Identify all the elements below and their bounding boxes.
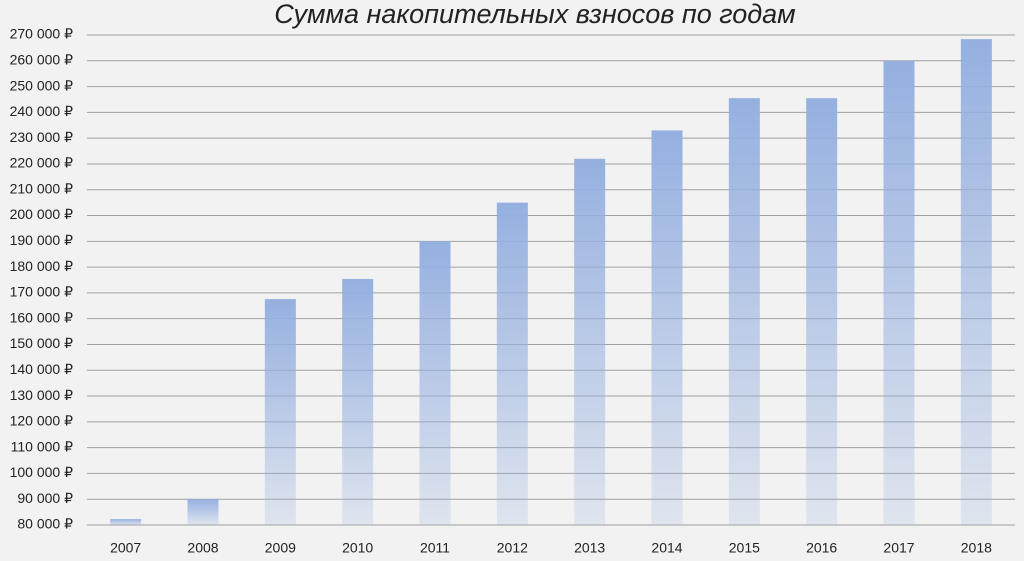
y-tick-label: 190 000 ₽: [10, 232, 73, 248]
y-tick-label: 210 000 ₽: [10, 180, 73, 196]
y-tick-label: 140 000 ₽: [10, 361, 73, 377]
y-tick-label: 230 000 ₽: [10, 129, 73, 145]
x-tick-label: 2018: [961, 540, 992, 556]
bar: [574, 158, 606, 525]
bar: [883, 60, 915, 525]
y-tick-label: 170 000 ₽: [10, 284, 73, 300]
x-tick-label: 2010: [342, 540, 373, 556]
y-tick-label: 160 000 ₽: [10, 309, 73, 325]
y-tick-label: 120 000 ₽: [10, 413, 73, 429]
y-tick-label: 180 000 ₽: [10, 258, 73, 274]
y-tick-label: 260 000 ₽: [10, 51, 73, 67]
x-tick-label: 2011: [420, 540, 450, 556]
bar: [264, 299, 296, 525]
bar: [651, 130, 683, 525]
y-tick-label: 100 000 ₽: [10, 464, 73, 480]
bar: [187, 499, 219, 525]
x-tick-label: 2013: [574, 540, 605, 556]
y-tick-label: 110 000 ₽: [11, 438, 73, 454]
bar: [806, 98, 838, 526]
bar: [342, 278, 374, 525]
bar: [419, 241, 451, 525]
bar: [110, 519, 142, 525]
y-tick-label: 200 000 ₽: [10, 206, 73, 222]
x-tick-label: 2012: [497, 540, 528, 556]
chart-title: Сумма накопительных взносов по годам: [274, 0, 795, 29]
x-tick-label: 2014: [651, 540, 682, 556]
y-tick-label: 150 000 ₽: [10, 335, 73, 351]
x-tick-label: 2016: [806, 540, 837, 556]
bar: [496, 202, 528, 525]
x-tick-label: 2007: [110, 540, 141, 556]
y-tick-label: 250 000 ₽: [10, 77, 73, 93]
y-tick-label: 130 000 ₽: [10, 387, 73, 403]
x-tick-label: 2008: [187, 540, 218, 556]
bar: [728, 98, 760, 526]
y-tick-label: 220 000 ₽: [10, 155, 73, 171]
x-tick-label: 2009: [265, 540, 296, 556]
y-tick-label: 270 000 ₽: [10, 26, 73, 42]
y-tick-label: 240 000 ₽: [10, 103, 73, 119]
x-tick-label: 2017: [883, 540, 914, 556]
y-tick-label: 80 000 ₽: [17, 516, 73, 532]
bar: [960, 39, 992, 526]
y-tick-label: 90 000 ₽: [17, 490, 73, 506]
x-tick-label: 2015: [729, 540, 760, 556]
